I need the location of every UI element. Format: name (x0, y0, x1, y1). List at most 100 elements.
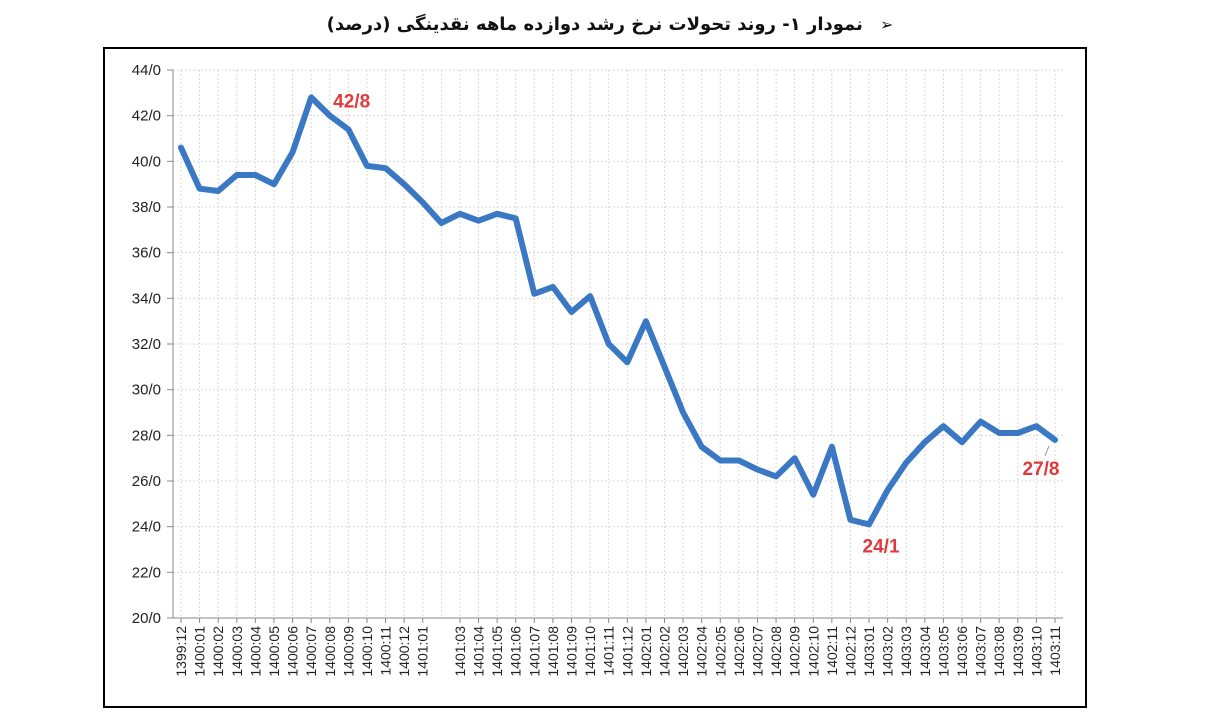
y-tick-label: 32/0 (132, 336, 161, 353)
data-point (663, 366, 665, 368)
x-tick-label: 1401:07 (526, 626, 542, 677)
x-tick-label: 1401:12 (619, 626, 635, 677)
x-tick-label: 1402:09 (787, 626, 803, 677)
data-point (552, 286, 554, 288)
data-point (366, 165, 368, 167)
x-tick-label: 1403:04 (917, 626, 933, 677)
x-tick-label: 1403:09 (1010, 626, 1026, 677)
y-tick-label: 26/0 (132, 473, 161, 490)
x-tick-label: 1403:02 (880, 626, 896, 677)
data-point (478, 220, 480, 222)
x-tick-label: 1400:07 (303, 626, 319, 677)
x-tick-label: 1403:06 (954, 626, 970, 677)
data-point (849, 519, 851, 521)
data-point (626, 361, 628, 363)
x-tick-label: 1400:02 (210, 626, 226, 677)
data-point (459, 213, 461, 215)
annotation-label: 42/8 (333, 91, 370, 112)
data-point (515, 217, 517, 219)
x-tick-label: 1402:01 (638, 626, 654, 677)
data-point (980, 421, 982, 423)
data-point (998, 432, 1000, 434)
y-tick-label: 34/0 (132, 290, 161, 307)
data-point (812, 494, 814, 496)
y-tick-label: 20/0 (132, 610, 161, 627)
chart-title-row: ➢ نمودار ۱- روند تحولات نرخ رشد دوازده م… (0, 14, 1220, 44)
x-tick-label: 1400:04 (247, 626, 263, 677)
x-tick-label: 1403:10 (1028, 626, 1044, 677)
x-tick-label: 1403:08 (991, 626, 1007, 677)
data-point (403, 183, 405, 185)
data-point (1054, 439, 1056, 441)
data-point (310, 96, 312, 98)
data-point (608, 343, 610, 345)
x-tick-label: 1402:07 (749, 626, 765, 677)
x-tick-label: 1401:01 (415, 626, 431, 677)
y-tick-label: 44/0 (132, 62, 161, 79)
data-point (533, 293, 535, 295)
x-tick-label: 1400:01 (192, 626, 208, 677)
x-tick-label: 1403:11 (1047, 626, 1063, 676)
data-point (701, 446, 703, 448)
chart-frame (103, 47, 1087, 708)
annotation-leader (1044, 445, 1050, 457)
x-tick-label: 1400:05 (266, 626, 282, 677)
data-point (571, 311, 573, 313)
x-tick-label: 1401:03 (452, 626, 468, 677)
x-tick-label: 1400:10 (359, 626, 375, 677)
data-point (440, 222, 442, 224)
data-point (347, 128, 349, 130)
data-point (868, 523, 870, 525)
data-point (645, 320, 647, 322)
x-tick-label: 1402:11 (824, 626, 840, 676)
arrow-bullet-icon: ➢ (879, 15, 894, 34)
x-tick-label: 1402:04 (694, 626, 710, 677)
annotation-label: 24/1 (863, 536, 900, 557)
data-point (682, 412, 684, 413)
annotation-label: 27/8 (1023, 459, 1060, 480)
data-point (738, 459, 740, 461)
data-point (329, 115, 331, 117)
data-point (273, 183, 275, 185)
data-point (1035, 425, 1037, 427)
y-tick-label: 22/0 (132, 564, 161, 581)
x-tick-label: 1402:10 (805, 626, 821, 677)
x-tick-label: 1401:04 (471, 626, 487, 677)
x-tick-label: 1402:12 (842, 626, 858, 677)
data-point (961, 441, 963, 443)
data-point (905, 462, 907, 464)
x-tick-label: 1401:10 (582, 626, 598, 677)
x-tick-label: 1402:08 (768, 626, 784, 677)
x-tick-label: 1400:09 (340, 626, 356, 677)
series-line (178, 94, 1058, 528)
data-point (236, 174, 238, 176)
x-tick-label: 1400:03 (229, 626, 245, 677)
data-point (794, 457, 796, 459)
x-tick-label: 1403:07 (973, 626, 989, 677)
data-point (199, 188, 201, 190)
chart-title: نمودار ۱- روند تحولات نرخ رشد دوازده ماه… (326, 14, 863, 35)
x-tick-label: 1400:06 (285, 626, 301, 677)
x-tick-label: 1399:12 (173, 626, 189, 677)
y-tick-label: 40/0 (132, 153, 161, 170)
x-tick-label: 1402:06 (731, 626, 747, 677)
data-point (887, 489, 889, 491)
y-tick-label: 28/0 (132, 427, 161, 444)
x-tick-label: 1403:03 (898, 626, 914, 677)
data-point (254, 174, 256, 176)
data-point (942, 425, 944, 427)
data-point (292, 151, 294, 153)
x-tick-label: 1402:03 (675, 626, 691, 677)
data-point (775, 475, 777, 477)
data-point (719, 459, 721, 461)
x-tick-label: 1401:08 (545, 626, 561, 677)
data-point (831, 446, 833, 448)
x-tick-label: 1400:08 (322, 626, 338, 677)
data-point (589, 295, 591, 297)
x-tick-label: 1402:02 (656, 626, 672, 677)
x-tick-label: 1400:12 (396, 626, 412, 677)
y-tick-label: 24/0 (132, 519, 161, 536)
y-tick-label: 38/0 (132, 199, 161, 216)
x-tick-label: 1402:05 (712, 626, 728, 677)
x-tick-label: 1400:11 (378, 626, 394, 676)
